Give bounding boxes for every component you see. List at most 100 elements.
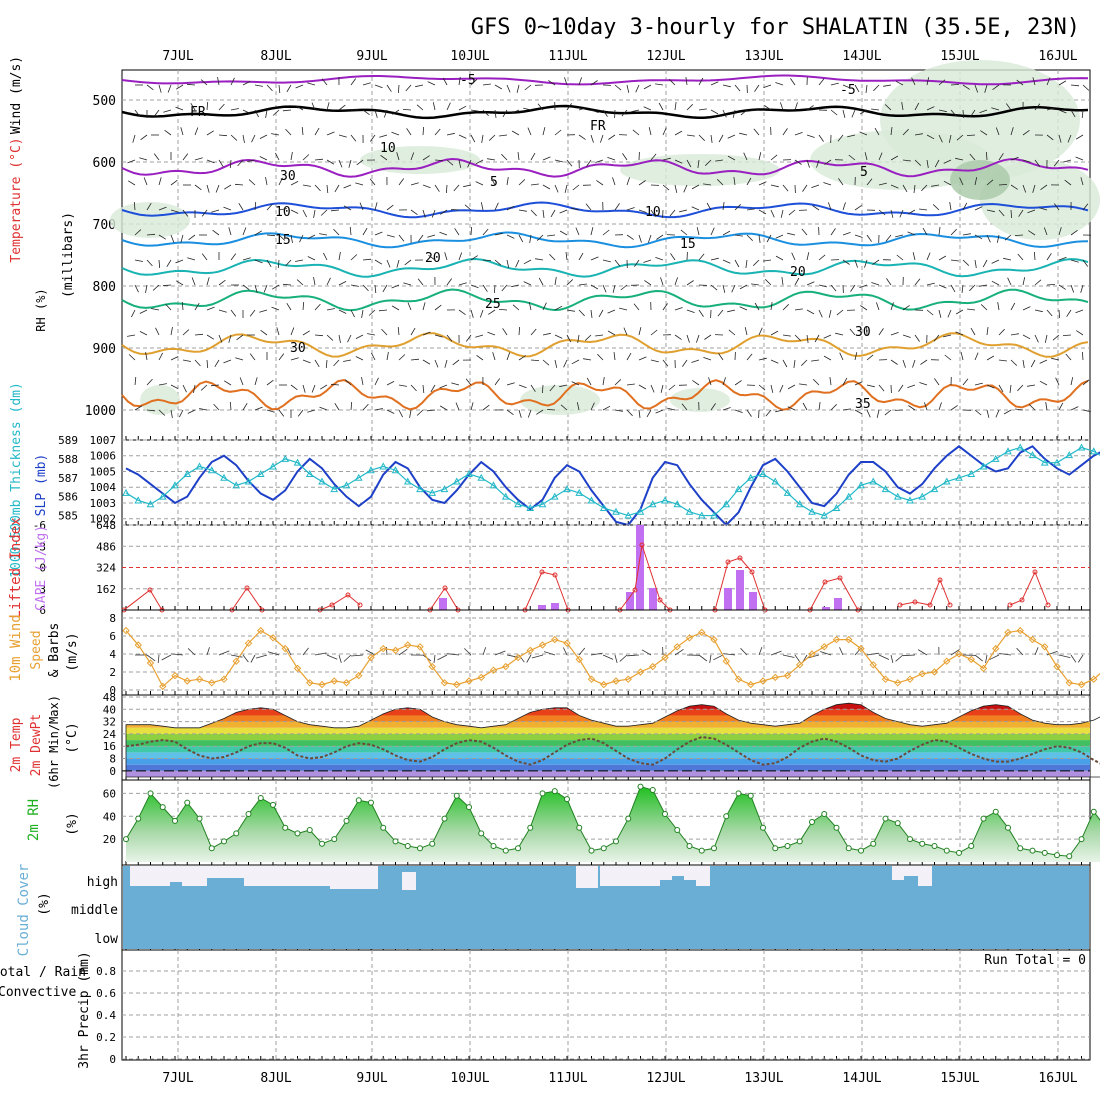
wind-barb [458,282,467,286]
wind-barb [722,230,731,236]
lifted-index-marker [552,572,558,578]
wind-speed-marker [759,677,767,685]
wind-barb [1030,359,1036,368]
wind-barb [194,333,204,336]
wind-barb [919,208,928,211]
wind-barb [200,79,208,86]
wind-barb-10m [820,651,832,656]
wind-barb [152,284,160,291]
wind-barb [518,234,524,243]
wind-barb [311,384,316,393]
wind-barb-10m [989,654,1000,661]
wind-barb [470,109,479,112]
wind-barb [743,152,748,161]
wind-barb [734,409,743,413]
wind-barb [1007,277,1012,286]
temp-tick: 0 [109,765,116,778]
wind-barb [612,177,616,186]
wind-barb [396,259,400,268]
ylabel-temperature: Temperature (°C) [9,137,24,262]
wind-barb-10m [1034,647,1039,656]
wind-barb [733,177,736,186]
wind-barb [572,184,580,191]
panel-frame [121,609,1091,696]
wind-barb [404,259,412,266]
pressure-tick: 700 [93,218,116,233]
wind-barb [338,104,346,111]
wind-barb [1010,209,1012,219]
wind-barb [823,334,832,339]
wind-barb [943,334,952,338]
wind-barb [794,159,802,165]
wind-barb-10m [526,654,532,663]
wind-barb [646,409,652,418]
thickness-marker [746,473,755,481]
wind-barb [229,401,232,411]
wind-speed-marker [563,639,571,647]
wind-barb [614,84,622,91]
wind-barb [175,259,184,264]
wind-speed-marker [881,675,890,683]
lifted-index-line [231,587,263,611]
wind-barb [134,259,143,262]
wind-barb [452,359,460,366]
wind-barb-10m [267,651,280,656]
wind-barb [230,134,238,141]
wind-speed-marker [673,643,681,651]
cloud-gap [696,866,710,886]
wind-barb [950,84,960,86]
ylabel-2m-rh: 2m RH [26,799,42,841]
rh-tick: 40 [103,810,116,823]
wind-barb [1043,227,1048,236]
wind-barb [787,232,796,236]
wind-barb [864,152,868,161]
cloud-gap [402,872,416,890]
wind-barb [731,284,736,293]
wind-barb [374,231,383,236]
cloud-level-low: low [95,932,119,947]
wind-barb [886,278,892,286]
wind-barb [218,103,225,111]
wind-barb [139,157,148,161]
wind-barb [884,104,892,111]
wind-barb [848,154,856,161]
wind-barb-10m [242,654,249,663]
wind-barb [446,278,453,286]
wind-barb [254,84,263,87]
rh-marker [625,815,632,822]
wind-barb [912,252,916,261]
wind-barb-10m [161,654,172,661]
wind-barb [794,277,800,286]
wind-barb [950,259,959,262]
wind-barb [986,409,990,418]
thickness-marker [293,458,302,466]
wind-barb [788,209,796,216]
contour-label: 5 [860,165,868,180]
wind-barb [518,384,527,389]
wind-barb [501,284,508,292]
wind-barb [970,109,976,117]
wind-barb [542,384,544,394]
wind-barb [170,234,175,243]
thickness-marker [930,485,939,493]
ylabel-3hr-precip: 3hr Precip (mm) [77,951,92,1068]
wind-barb [450,209,460,211]
wind-barb [374,408,383,411]
wind-barb [782,184,789,192]
wind-barb [763,84,772,88]
wind-barb [517,152,520,161]
thickness-marker [722,500,731,508]
wind-barb [710,134,713,143]
rh-marker [1090,808,1097,815]
wind-barb [554,277,557,286]
wind-barb [212,229,220,236]
thickness-line [125,446,1100,517]
wind-barb [890,302,894,311]
wind-barb [165,303,172,311]
thickness-marker [795,500,804,508]
wind-barb [506,205,515,211]
wind-speed-marker [698,628,706,637]
wind-barb [806,281,815,286]
rh-marker [147,790,154,797]
rh-marker [441,815,448,822]
